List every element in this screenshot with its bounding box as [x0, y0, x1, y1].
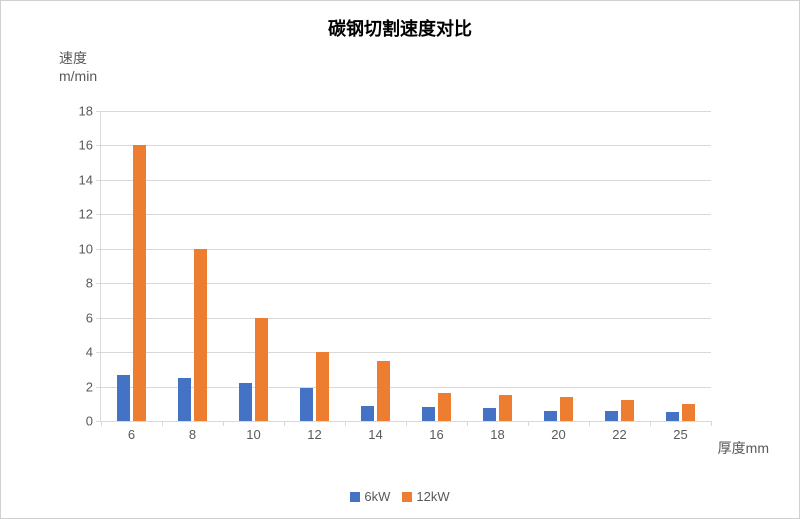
y-tick-mark	[96, 145, 101, 146]
y-tick-mark	[96, 387, 101, 388]
x-tick-label: 14	[368, 427, 382, 442]
grid-line	[101, 180, 711, 181]
x-tick-label: 10	[246, 427, 260, 442]
x-tick-label: 18	[490, 427, 504, 442]
plot-area: 024681012141618681012141618202225	[101, 111, 711, 421]
x-tick-label: 8	[189, 427, 196, 442]
bar	[621, 400, 634, 421]
x-axis-title: 厚度mm	[718, 438, 769, 458]
x-tick-mark	[467, 421, 468, 426]
y-tick-label: 10	[63, 241, 93, 256]
x-tick-mark	[528, 421, 529, 426]
bar	[682, 404, 695, 421]
y-axis-line	[100, 111, 101, 421]
legend-label: 12kW	[416, 489, 449, 504]
legend: 6kW 12kW	[1, 488, 799, 504]
x-tick-label: 16	[429, 427, 443, 442]
bar	[499, 395, 512, 421]
bar	[194, 249, 207, 421]
bar	[666, 412, 679, 421]
x-tick-mark	[345, 421, 346, 426]
legend-swatch	[402, 492, 412, 502]
y-tick-label: 6	[63, 310, 93, 325]
y-tick-mark	[96, 214, 101, 215]
bar	[316, 352, 329, 421]
grid-line	[101, 111, 711, 112]
y-tick-label: 2	[63, 379, 93, 394]
x-tick-mark	[101, 421, 102, 426]
x-tick-mark	[284, 421, 285, 426]
y-tick-mark	[96, 111, 101, 112]
y-tick-label: 12	[63, 207, 93, 222]
chart-title: 碳钢切割速度对比	[1, 1, 799, 41]
y-tick-label: 8	[63, 276, 93, 291]
y-tick-mark	[96, 180, 101, 181]
x-tick-mark	[711, 421, 712, 426]
grid-line	[101, 352, 711, 353]
grid-line	[101, 283, 711, 284]
y-tick-mark	[96, 352, 101, 353]
y-tick-label: 14	[63, 172, 93, 187]
x-tick-mark	[650, 421, 651, 426]
x-tick-label: 22	[612, 427, 626, 442]
x-tick-mark	[223, 421, 224, 426]
legend-item: 12kW	[402, 488, 449, 504]
grid-line	[101, 387, 711, 388]
y-tick-label: 16	[63, 138, 93, 153]
grid-line	[101, 145, 711, 146]
y-tick-mark	[96, 283, 101, 284]
grid-line	[101, 214, 711, 215]
x-tick-mark	[406, 421, 407, 426]
x-tick-label: 6	[128, 427, 135, 442]
chart-container: 碳钢切割速度对比 速度m/min 02468101214161868101214…	[0, 0, 800, 519]
bar	[133, 145, 146, 421]
bar	[178, 378, 191, 421]
bar	[300, 388, 313, 421]
bar	[117, 375, 130, 422]
x-tick-mark	[589, 421, 590, 426]
x-tick-label: 12	[307, 427, 321, 442]
y-tick-mark	[96, 318, 101, 319]
y-tick-label: 4	[63, 345, 93, 360]
bar	[438, 393, 451, 421]
legend-item: 6kW	[350, 488, 390, 504]
legend-label: 6kW	[364, 489, 390, 504]
y-tick-mark	[96, 249, 101, 250]
x-tick-label: 25	[673, 427, 687, 442]
grid-line	[101, 249, 711, 250]
x-tick-mark	[162, 421, 163, 426]
bar	[361, 406, 374, 422]
legend-swatch	[350, 492, 360, 502]
bar	[560, 397, 573, 421]
bar	[377, 361, 390, 421]
y-axis-title: 速度m/min	[59, 49, 97, 85]
bar	[255, 318, 268, 421]
y-tick-label: 18	[63, 104, 93, 119]
bar	[422, 407, 435, 421]
grid-line	[101, 318, 711, 319]
bar	[483, 408, 496, 421]
bar	[239, 383, 252, 421]
y-tick-label: 0	[63, 414, 93, 429]
x-tick-label: 20	[551, 427, 565, 442]
bar	[605, 411, 618, 421]
bar	[544, 411, 557, 421]
